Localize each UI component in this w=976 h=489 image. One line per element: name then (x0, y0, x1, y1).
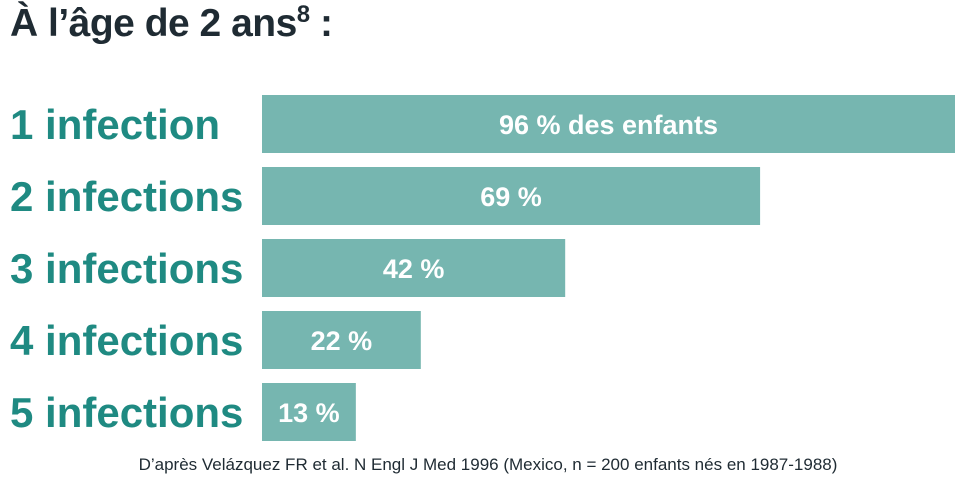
bar (262, 95, 955, 153)
value-label: 96 % des enfants (499, 110, 718, 140)
bar (262, 239, 566, 297)
category-label: 2 infections (10, 173, 243, 220)
value-label: 22 % (311, 326, 373, 356)
source-citation: D’après Velázquez FR et al. N Engl J Med… (138, 455, 838, 474)
bar-row: 5 infections 13 % (10, 383, 356, 441)
bar (262, 167, 761, 225)
value-label: 13 % (278, 398, 340, 428)
bar (262, 311, 421, 369)
category-label: 4 infections (10, 317, 243, 364)
chart-title-main: À l’âge de 2 ans (10, 2, 297, 45)
bar-row: 2 infections 69 % (10, 167, 761, 225)
chart-title-superscript: 8 (296, 1, 310, 28)
value-label: 42 % (383, 254, 445, 284)
value-label: 69 % (480, 182, 542, 212)
bar-row: 4 infections 22 % (10, 311, 421, 369)
bar-row: 1 infection 96 % des enfants (10, 95, 955, 153)
category-label: 1 infection (10, 101, 220, 148)
category-label: 3 infections (10, 245, 243, 292)
chart-title: À l’âge de 2 ans8 : (10, 1, 333, 46)
bar (262, 383, 356, 441)
chart-title-suffix: : (309, 2, 333, 45)
category-label: 5 infections (10, 389, 243, 436)
bar-row: 3 infections 42 % (10, 239, 566, 297)
